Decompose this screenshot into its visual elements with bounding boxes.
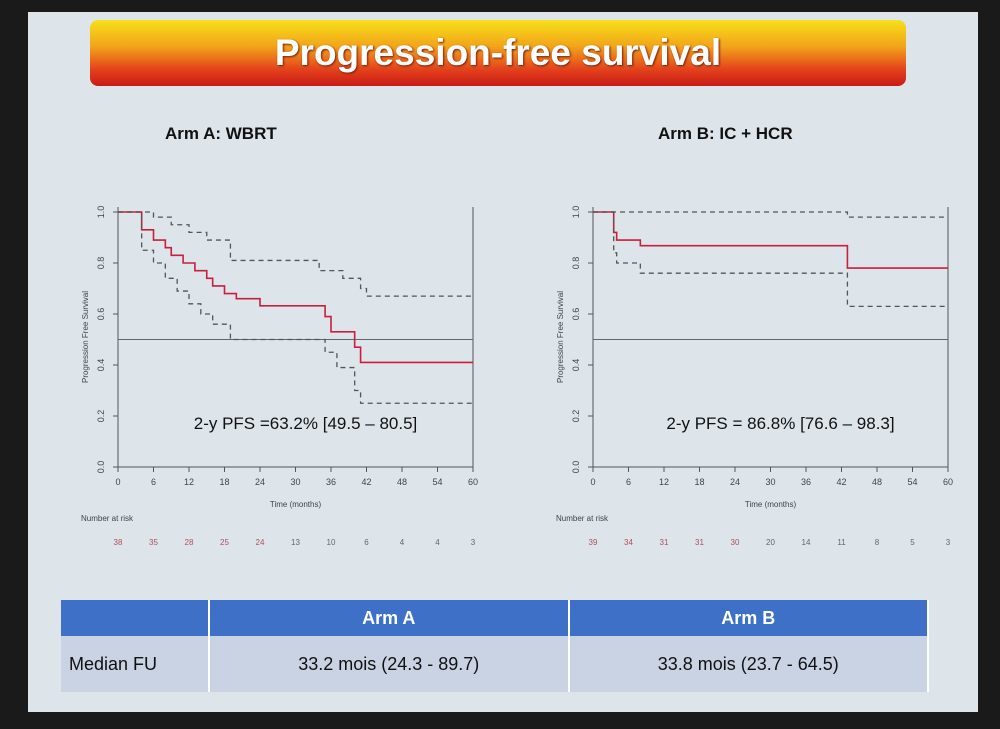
- y-tick-label: 0.4: [96, 359, 106, 372]
- x-tick-label: 0: [115, 477, 120, 487]
- y-tick-label: 0.8: [571, 257, 581, 270]
- y-tick-label: 0.0: [96, 461, 106, 474]
- x-tick-label: 48: [872, 477, 882, 487]
- pfs-annotation: 2-y PFS = 86.8% [76.6 – 98.3]: [666, 414, 894, 433]
- number-at-risk-value: 10: [327, 538, 336, 547]
- km-curve-lower-ci: [593, 211, 948, 307]
- x-tick-label: 42: [836, 477, 846, 487]
- number-at-risk-value: 6: [364, 538, 369, 547]
- number-at-risk-value: 8: [875, 538, 880, 547]
- table-header-row: Arm A Arm B: [61, 600, 929, 636]
- x-tick-label: 6: [151, 477, 156, 487]
- number-at-risk-value: 11: [837, 538, 846, 547]
- number-at-risk-value: 20: [766, 538, 775, 547]
- number-at-risk-value: 4: [435, 538, 440, 547]
- x-tick-label: 6: [626, 477, 631, 487]
- km-curve-lower-ci: [118, 211, 473, 404]
- number-at-risk-value: 4: [400, 538, 405, 547]
- slide-title: Progression-free survival: [90, 20, 906, 86]
- number-at-risk-value: 5: [910, 538, 915, 547]
- number-at-risk-value: 34: [624, 538, 633, 547]
- x-tick-label: 18: [219, 477, 229, 487]
- x-tick-label: 0: [590, 477, 595, 487]
- number-at-risk-value: 24: [256, 538, 265, 547]
- number-at-risk-value: 39: [589, 538, 598, 547]
- x-tick-label: 48: [397, 477, 407, 487]
- table-header: Arm B: [568, 600, 929, 636]
- number-at-risk-label: Number at risk: [81, 514, 134, 523]
- x-axis-label: Time (months): [270, 500, 322, 509]
- y-axis-label: Progression Free Survival: [556, 291, 565, 383]
- x-tick-label: 36: [326, 477, 336, 487]
- table-header: Arm A: [209, 600, 570, 636]
- number-at-risk-value: 35: [149, 538, 158, 547]
- number-at-risk-value: 13: [291, 538, 300, 547]
- x-tick-label: 36: [801, 477, 811, 487]
- number-at-risk-value: 38: [114, 538, 123, 547]
- x-tick-label: 42: [361, 477, 371, 487]
- x-tick-label: 60: [468, 477, 478, 487]
- table-header: [61, 600, 210, 636]
- x-tick-label: 12: [659, 477, 669, 487]
- km-curve-estimate: [593, 211, 948, 269]
- y-tick-label: 1.0: [571, 206, 581, 219]
- x-axis-label: Time (months): [745, 500, 797, 509]
- number-at-risk-value: 30: [731, 538, 740, 547]
- y-tick-label: 0.6: [571, 308, 581, 321]
- table-cell: 33.8 mois (23.7 - 64.5): [568, 636, 929, 692]
- table-cell: 33.2 mois (24.3 - 89.7): [209, 636, 570, 692]
- x-tick-label: 24: [730, 477, 740, 487]
- y-tick-label: 0.2: [96, 410, 106, 423]
- x-tick-label: 54: [432, 477, 442, 487]
- chart-title-arm-a: Arm A: WBRT: [165, 124, 277, 143]
- slide: Progression-free survival Arm A: WBRT Ar…: [28, 12, 978, 712]
- chart-title-arm-b: Arm B: IC + HCR: [658, 124, 793, 143]
- x-tick-label: 24: [255, 477, 265, 487]
- table-row: Median FU 33.2 mois (24.3 - 89.7) 33.8 m…: [61, 636, 929, 692]
- km-curve-upper-ci: [118, 211, 473, 297]
- y-tick-label: 0.8: [96, 257, 106, 270]
- number-at-risk-value: 25: [220, 538, 229, 547]
- y-tick-label: 0.6: [96, 308, 106, 321]
- number-at-risk-value: 3: [471, 538, 476, 547]
- number-at-risk-value: 31: [660, 538, 669, 547]
- x-tick-label: 18: [694, 477, 704, 487]
- number-at-risk-value: 28: [185, 538, 194, 547]
- y-axis-label: Progression Free Survival: [81, 291, 90, 383]
- table-cell: Median FU: [61, 636, 210, 692]
- x-tick-label: 30: [290, 477, 300, 487]
- km-curve-upper-ci: [593, 211, 948, 218]
- x-tick-label: 30: [765, 477, 775, 487]
- number-at-risk-value: 3: [946, 538, 951, 547]
- km-chart-arm-a: 0 6 12 18 24 30 36 42 48 54 600.00.20.40.60.81.0Pr…: [81, 206, 478, 547]
- y-tick-label: 0.0: [571, 461, 581, 474]
- x-tick-label: 12: [184, 477, 194, 487]
- pfs-annotation: 2-y PFS =63.2% [49.5 – 80.5]: [194, 414, 418, 433]
- km-chart-arm-b: 0 6 12 18 24 30 36 42 48 54 60 0.0 0.2 0.4 0.6 0.8 1.0 Pr…: [556, 206, 953, 547]
- y-tick-label: 0.4: [571, 359, 581, 372]
- y-tick-label: 1.0: [96, 206, 106, 219]
- number-at-risk-value: 31: [695, 538, 704, 547]
- number-at-risk-label: Number at risk: [556, 514, 609, 523]
- number-at-risk-value: 14: [802, 538, 811, 547]
- km-curve-estimate: [118, 211, 473, 364]
- x-tick-label: 54: [907, 477, 917, 487]
- y-tick-label: 0.2: [571, 410, 581, 423]
- followup-table: Arm A Arm B Median FU 33.2 mois (24.3 - …: [61, 600, 929, 692]
- x-tick-label: 60: [943, 477, 953, 487]
